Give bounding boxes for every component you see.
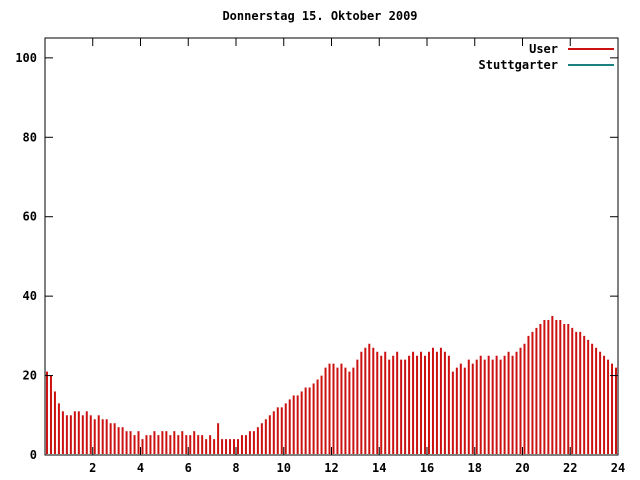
x-tick-label: 24 — [611, 461, 625, 475]
x-tick-label: 18 — [468, 461, 482, 475]
x-tick-label: 8 — [232, 461, 239, 475]
x-tick-label: 14 — [372, 461, 386, 475]
x-tick-label: 20 — [515, 461, 529, 475]
x-tick-label: 16 — [420, 461, 434, 475]
chart-title: Donnerstag 15. Oktober 2009 — [222, 9, 418, 23]
legend-entry-user: User — [479, 41, 614, 57]
x-tick-label: 22 — [563, 461, 577, 475]
legend-label-user: User — [529, 42, 558, 56]
legend-entry-stuttgarter: Stuttgarter — [479, 57, 614, 73]
x-tick-label: 6 — [185, 461, 192, 475]
x-tick-label: 10 — [277, 461, 291, 475]
y-tick-label: 20 — [23, 369, 37, 383]
x-tick-label: 2 — [89, 461, 96, 475]
legend: User Stuttgarter — [479, 41, 614, 73]
legend-label-stuttgarter: Stuttgarter — [478, 58, 558, 72]
y-tick-label: 60 — [23, 210, 37, 224]
y-tick-label: 80 — [23, 130, 37, 144]
y-tick-label: 40 — [23, 289, 37, 303]
legend-line-user — [568, 48, 614, 50]
x-tick-label: 4 — [137, 461, 144, 475]
y-tick-label: 0 — [30, 448, 37, 462]
y-tick-label: 100 — [15, 51, 37, 65]
legend-line-stuttgarter — [568, 64, 614, 66]
x-tick-label: 12 — [324, 461, 338, 475]
